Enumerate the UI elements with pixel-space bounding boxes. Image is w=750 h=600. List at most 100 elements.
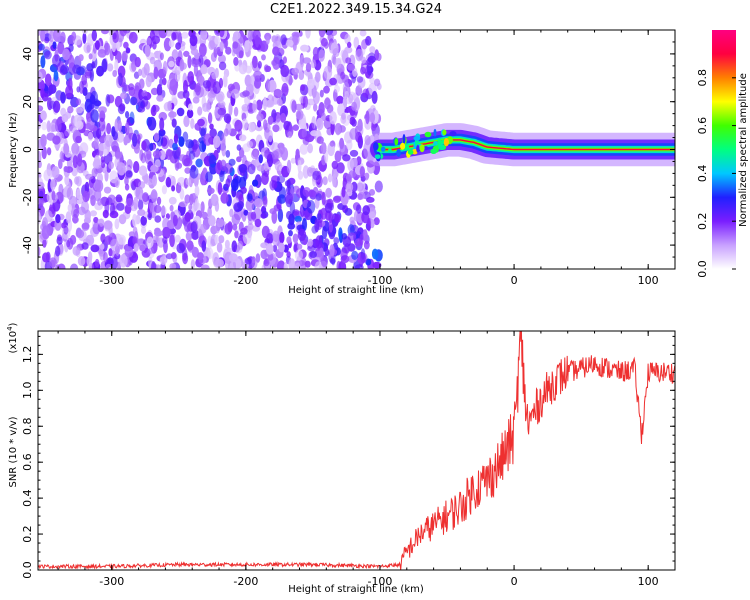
spectrogram-cell	[103, 220, 113, 230]
spectrogram-cell	[356, 76, 364, 83]
spectrogram-cell	[71, 31, 77, 41]
spectrogram-cell	[75, 229, 85, 239]
spectrogram-cell	[312, 170, 321, 181]
spectrogram-cell	[208, 40, 215, 51]
spectrogram-cell	[48, 84, 57, 94]
spectrogram-cell	[282, 56, 287, 64]
signal-blob	[373, 142, 379, 151]
spectrogram-cell	[322, 176, 328, 186]
spectrogram-cell	[60, 31, 66, 44]
spectrogram-cell	[344, 33, 351, 45]
spectrogram-cell	[209, 128, 217, 138]
spectrogram-cell	[261, 225, 270, 239]
spectrogram-cell	[162, 226, 171, 239]
y-tick-label: 40	[21, 47, 34, 61]
spectrogram-cell	[315, 235, 323, 249]
spectrogram-cell	[112, 70, 118, 77]
spectrogram-cell	[151, 235, 159, 244]
spectrogram-cell	[348, 170, 357, 179]
spectrogram-cell	[52, 41, 57, 49]
spectrogram-cell	[195, 158, 203, 168]
spectrogram-cell	[190, 259, 195, 269]
spectrogram-cell	[120, 92, 127, 100]
spectrogram-cell	[320, 37, 328, 47]
spectrogram-cell	[159, 77, 164, 87]
spectrogram-cell	[338, 227, 343, 240]
spectrogram-cell	[156, 84, 163, 97]
spectrogram-cell	[256, 164, 265, 172]
spectrogram-cell	[153, 204, 162, 214]
spectrogram-cell	[129, 96, 138, 106]
spectrogram-cell	[287, 73, 293, 87]
spectrogram-cell	[155, 264, 161, 269]
spectrogram-cell	[299, 54, 305, 68]
spectrogram-cell	[207, 112, 213, 124]
spectrogram-cell	[159, 117, 165, 132]
spectrogram-cell	[345, 57, 352, 64]
spectrogram-cell	[251, 149, 259, 160]
spectrogram-cell	[119, 254, 128, 268]
spectrogram-cell	[51, 166, 60, 179]
spectrogram-cell	[252, 99, 258, 113]
spectrogram-cell	[145, 75, 152, 88]
spectrogram-cell	[133, 161, 140, 173]
spectrogram-cell	[306, 200, 316, 214]
spectrogram-cell	[284, 192, 294, 204]
spectrogram-cell	[229, 208, 234, 218]
spectrogram-cell	[141, 90, 148, 98]
spectrogram-cell	[57, 263, 66, 269]
spectrogram-cell	[121, 50, 128, 62]
snr-x-axis-label: Height of straight line (km)	[288, 584, 424, 595]
spectrogram-cell	[103, 251, 108, 263]
spectrogram-cell	[38, 246, 41, 257]
spectrogram-cell	[171, 32, 177, 41]
spectrogram-cell	[273, 88, 282, 99]
spectrogram-cell	[374, 180, 383, 193]
spectrogram-cell	[168, 196, 177, 205]
spectrogram-cell	[265, 35, 270, 45]
spectrogram-cell	[353, 210, 358, 222]
spectrogram-cell	[277, 194, 287, 204]
spectrogram-cell	[252, 179, 259, 187]
spectrogram-cell	[265, 243, 274, 255]
x-tick-label: -100	[367, 575, 392, 588]
spectrogram-cell	[315, 71, 321, 83]
spectrogram-cell	[55, 30, 61, 37]
spectrogram-cell	[242, 261, 247, 269]
spectrogram-cell	[236, 156, 242, 163]
colorbar-tick-label: 0.2	[696, 212, 709, 230]
spectrogram-cell	[320, 142, 327, 155]
spectrogram-cell	[78, 54, 84, 62]
spectrogram-cell	[162, 236, 168, 244]
spectrogram-cell	[186, 109, 194, 119]
spectrogram-cell	[333, 237, 340, 245]
spectrogram-cell	[272, 230, 280, 242]
spectrogram-cell	[306, 78, 315, 90]
spectrogram-cell	[69, 125, 77, 133]
spectrogram-cell	[169, 263, 177, 269]
spectrogram-cell	[302, 95, 308, 108]
spectrogram-cell	[114, 118, 119, 133]
spectrogram-cell	[75, 120, 84, 130]
spectrogram-cell	[272, 56, 281, 70]
x-tick-label: 100	[638, 575, 659, 588]
spectrogram-cell	[104, 134, 113, 147]
spectrogram-cell	[267, 130, 273, 143]
spectrogram-cell	[351, 118, 357, 127]
spectrogram-cell	[117, 234, 126, 245]
spectrogram-cell	[285, 39, 294, 47]
spectrogram-cell	[118, 214, 127, 225]
spectrogram-cell	[269, 179, 276, 191]
spectrogram-cell	[123, 136, 128, 146]
spectrogram-cell	[327, 33, 334, 42]
spectrogram-cell	[142, 95, 149, 107]
spectrogram-cell	[62, 48, 70, 61]
spectrogram-cell	[40, 30, 46, 42]
x-tick-label: -100	[367, 274, 392, 287]
spectrogram-cell	[44, 73, 52, 87]
spectrogram-cell	[97, 198, 102, 206]
spectrogram-cell	[310, 130, 319, 137]
spectrogram-cell	[347, 41, 352, 49]
spectrogram-cell	[75, 176, 82, 187]
spectrogram-cell	[364, 172, 370, 179]
